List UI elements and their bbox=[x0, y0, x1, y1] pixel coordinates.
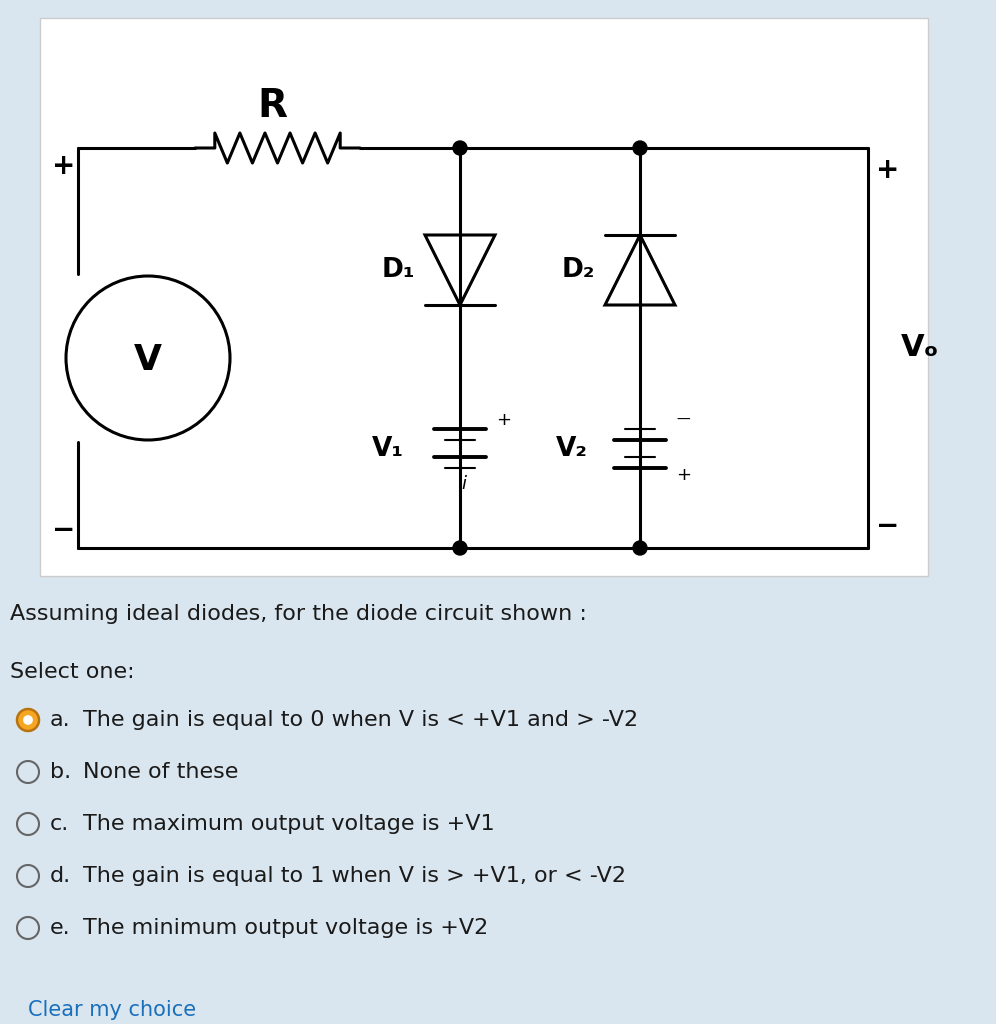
Circle shape bbox=[633, 141, 647, 155]
Text: c.: c. bbox=[50, 814, 70, 834]
Text: None of these: None of these bbox=[83, 762, 238, 782]
Text: V₁: V₁ bbox=[372, 436, 404, 462]
Text: Select one:: Select one: bbox=[10, 662, 134, 682]
Text: The maximum output voltage is +V1: The maximum output voltage is +V1 bbox=[83, 814, 495, 834]
Text: b.: b. bbox=[50, 762, 71, 782]
Circle shape bbox=[453, 141, 467, 155]
Circle shape bbox=[633, 541, 647, 555]
Text: +: + bbox=[496, 412, 511, 429]
Text: i: i bbox=[461, 475, 466, 493]
Text: V: V bbox=[134, 343, 162, 377]
Text: R: R bbox=[258, 87, 288, 125]
Text: The gain is equal to 1 when V is > +V1, or < -V2: The gain is equal to 1 when V is > +V1, … bbox=[83, 866, 626, 886]
Text: —: — bbox=[676, 414, 690, 427]
Text: d.: d. bbox=[50, 866, 71, 886]
Text: D₁: D₁ bbox=[381, 257, 414, 283]
Text: Vₒ: Vₒ bbox=[900, 334, 939, 362]
Circle shape bbox=[453, 541, 467, 555]
Text: a.: a. bbox=[50, 710, 71, 730]
Text: +: + bbox=[876, 156, 899, 184]
Text: −: − bbox=[876, 512, 899, 540]
Text: Clear my choice: Clear my choice bbox=[28, 1000, 196, 1020]
Text: e.: e. bbox=[50, 918, 71, 938]
Text: +: + bbox=[53, 152, 76, 180]
Text: V₂: V₂ bbox=[556, 436, 588, 462]
Text: Assuming ideal diodes, for the diode circuit shown :: Assuming ideal diodes, for the diode cir… bbox=[10, 604, 587, 624]
FancyBboxPatch shape bbox=[40, 18, 928, 575]
Text: The minimum output voltage is +V2: The minimum output voltage is +V2 bbox=[83, 918, 488, 938]
Text: D₂: D₂ bbox=[562, 257, 595, 283]
Circle shape bbox=[24, 716, 32, 724]
Text: The gain is equal to 0 when V is < +V1 and > -V2: The gain is equal to 0 when V is < +V1 a… bbox=[83, 710, 638, 730]
Text: −: − bbox=[53, 516, 76, 544]
Text: +: + bbox=[676, 466, 691, 484]
Circle shape bbox=[17, 709, 39, 731]
